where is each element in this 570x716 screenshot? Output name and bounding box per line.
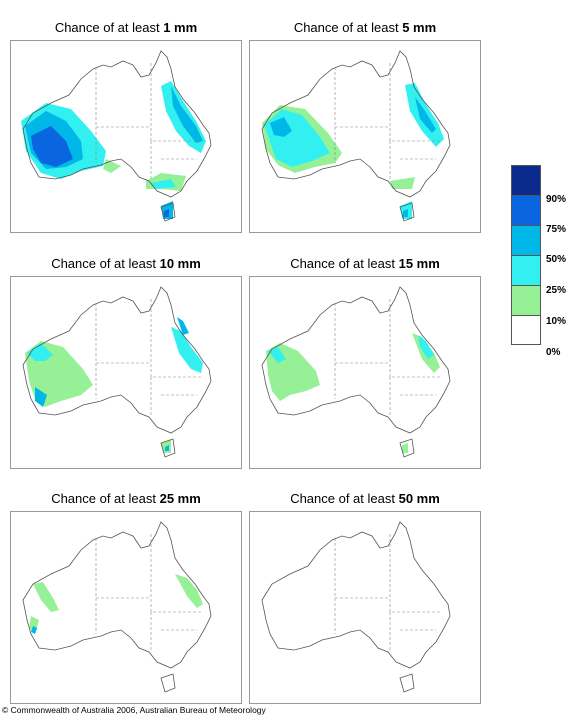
legend-label-10: 10% bbox=[546, 316, 567, 327]
map-panel-10mm bbox=[10, 276, 242, 469]
rain-chance-shading bbox=[262, 83, 444, 219]
australia-outline bbox=[261, 50, 451, 222]
legend-swatch-0-10 bbox=[511, 315, 541, 345]
australia-outline bbox=[22, 50, 212, 222]
panel-title-25mm: Chance of at least 25 mm bbox=[51, 491, 201, 506]
australia-map-50mm bbox=[261, 521, 451, 693]
legend-swatch-10-25 bbox=[511, 285, 541, 315]
rain-chance-shading bbox=[29, 574, 203, 634]
panel-title-10mm: Chance of at least 10 mm bbox=[51, 256, 201, 271]
state-borders bbox=[95, 63, 201, 181]
legend-label-90: 90% bbox=[546, 194, 567, 205]
map-panel-15mm bbox=[249, 276, 481, 469]
legend-swatch-25-50 bbox=[511, 255, 541, 285]
australia-map-1mm bbox=[21, 50, 212, 222]
panel-title-5mm: Chance of at least 5 mm bbox=[293, 20, 437, 35]
legend-swatch-90-100 bbox=[511, 165, 541, 195]
legend-label-75: 75% bbox=[546, 224, 567, 235]
map-panel-5mm bbox=[249, 40, 481, 233]
state-borders bbox=[95, 299, 201, 417]
probability-legend bbox=[511, 165, 541, 345]
australia-map-10mm bbox=[22, 286, 212, 458]
legend-label-50: 50% bbox=[546, 254, 567, 265]
australia-map-5mm bbox=[261, 50, 451, 222]
state-borders bbox=[334, 299, 440, 417]
legend-swatch-50-75 bbox=[511, 225, 541, 255]
state-borders bbox=[334, 63, 440, 181]
australia-outline bbox=[261, 286, 451, 458]
australia-map-15mm bbox=[261, 286, 451, 458]
map-panel-1mm bbox=[10, 40, 242, 233]
australia-outline bbox=[261, 521, 451, 693]
rain-chance-shading bbox=[21, 81, 206, 219]
legend-label-25: 25% bbox=[546, 285, 567, 296]
rain-chance-shading bbox=[266, 333, 440, 453]
australia-outline bbox=[22, 286, 212, 458]
panel-title-15mm: Chance of at least 15 mm bbox=[290, 256, 440, 271]
australia-map-25mm bbox=[22, 521, 212, 693]
panel-title-1mm: Chance of at least 1 mm bbox=[54, 20, 198, 35]
map-panel-25mm bbox=[10, 511, 242, 704]
panel-title-50mm: Chance of at least 50 mm bbox=[290, 491, 440, 506]
legend-label-0: 0% bbox=[546, 347, 561, 358]
map-panel-50mm bbox=[249, 511, 481, 704]
state-borders bbox=[334, 534, 440, 652]
state-borders bbox=[95, 534, 201, 652]
australia-outline bbox=[22, 521, 212, 693]
copyright-notice: © Commonwealth of Australia 2006, Austra… bbox=[2, 705, 266, 715]
legend-swatch-75-90 bbox=[511, 195, 541, 225]
rain-chance-shading bbox=[25, 317, 203, 453]
